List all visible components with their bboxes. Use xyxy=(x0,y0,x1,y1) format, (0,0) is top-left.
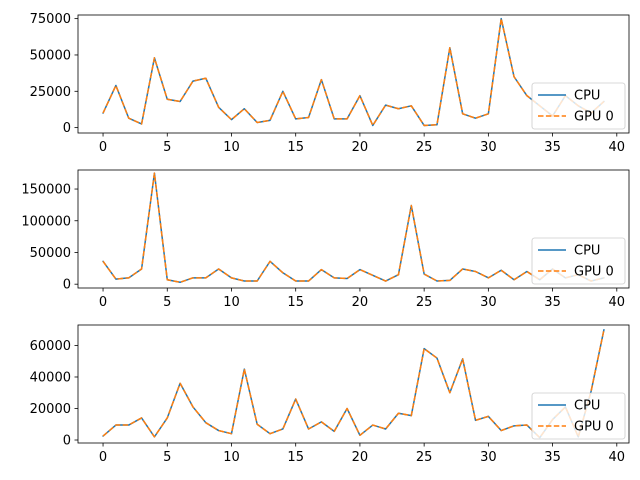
x-tick-label: 35 xyxy=(544,450,561,465)
y-tick-label: 40000 xyxy=(30,370,71,385)
series-line-gpu-0 xyxy=(102,17,605,127)
legend-label-gpu-0: GPU 0 xyxy=(574,420,614,435)
legend-label-cpu: CPU xyxy=(574,89,600,104)
axes-frame xyxy=(77,14,630,134)
x-tick-label: 10 xyxy=(223,140,240,155)
y-tick-label: 20000 xyxy=(30,402,71,417)
y-tick-label: 0 xyxy=(63,121,71,136)
legend: CPU GPU 0 xyxy=(531,237,626,285)
y-tick-label: 60000 xyxy=(30,339,71,354)
x-tick-label: 15 xyxy=(287,450,304,465)
x-tick-label: 15 xyxy=(287,140,304,155)
series-line-gpu-0 xyxy=(102,329,605,439)
x-tick-label: 30 xyxy=(480,140,497,155)
x-tick-label: 20 xyxy=(352,295,369,310)
x-tick-label: 40 xyxy=(609,295,626,310)
x-tick-label: 0 xyxy=(99,450,107,465)
x-tick-label: 20 xyxy=(352,450,369,465)
y-tick-label: 50000 xyxy=(30,48,71,63)
x-tick-label: 30 xyxy=(480,450,497,465)
x-tick-label: 5 xyxy=(163,140,171,155)
y-tick-label: 0 xyxy=(63,434,71,449)
axes-frame xyxy=(77,169,630,289)
legend: CPU GPU 0 xyxy=(531,82,626,130)
legend-label-gpu-0: GPU 0 xyxy=(574,110,614,125)
legend-label-cpu: CPU xyxy=(574,244,600,259)
legend-label-gpu-0: GPU 0 xyxy=(574,265,614,280)
subplot-1: 0 5 10 15 20 25 30 35 40 0 25000 50000 75000 CPU GPU 0 xyxy=(30,12,630,155)
legend: CPU GPU 0 xyxy=(531,392,626,440)
subplot-3: 0 5 10 15 20 25 30 35 40 0 20000 40000 60000 CPU GPU 0 xyxy=(30,324,630,465)
x-tick-label: 10 xyxy=(223,295,240,310)
x-tick-label: 30 xyxy=(480,295,497,310)
x-tick-label: 40 xyxy=(609,450,626,465)
x-tick-label: 5 xyxy=(163,450,171,465)
x-tick-label: 0 xyxy=(99,295,107,310)
y-tick-label: 100000 xyxy=(21,214,71,229)
axes-frame xyxy=(77,324,630,444)
x-tick-label: 35 xyxy=(544,140,561,155)
x-tick-label: 0 xyxy=(99,140,107,155)
y-tick-label: 25000 xyxy=(30,85,71,100)
y-tick-label: 50000 xyxy=(30,246,71,261)
series-line-cpu xyxy=(102,172,605,284)
x-tick-label: 35 xyxy=(544,295,561,310)
x-tick-label: 25 xyxy=(416,450,433,465)
series-line-gpu-0 xyxy=(102,172,605,284)
x-tick-label: 20 xyxy=(352,140,369,155)
y-tick-label: 150000 xyxy=(21,183,71,198)
x-tick-label: 25 xyxy=(416,140,433,155)
x-tick-label: 10 xyxy=(223,450,240,465)
series-line-cpu xyxy=(102,17,605,127)
subplot-2: 0 5 10 15 20 25 30 35 40 0 50000 100000 150000 CPU GPU… xyxy=(21,169,630,310)
x-tick-label: 40 xyxy=(609,140,626,155)
legend-label-cpu: CPU xyxy=(574,399,600,414)
y-tick-label: 75000 xyxy=(30,12,71,27)
y-tick-label: 0 xyxy=(63,278,71,293)
x-tick-label: 25 xyxy=(416,295,433,310)
x-tick-label: 15 xyxy=(287,295,304,310)
x-tick-label: 5 xyxy=(163,295,171,310)
